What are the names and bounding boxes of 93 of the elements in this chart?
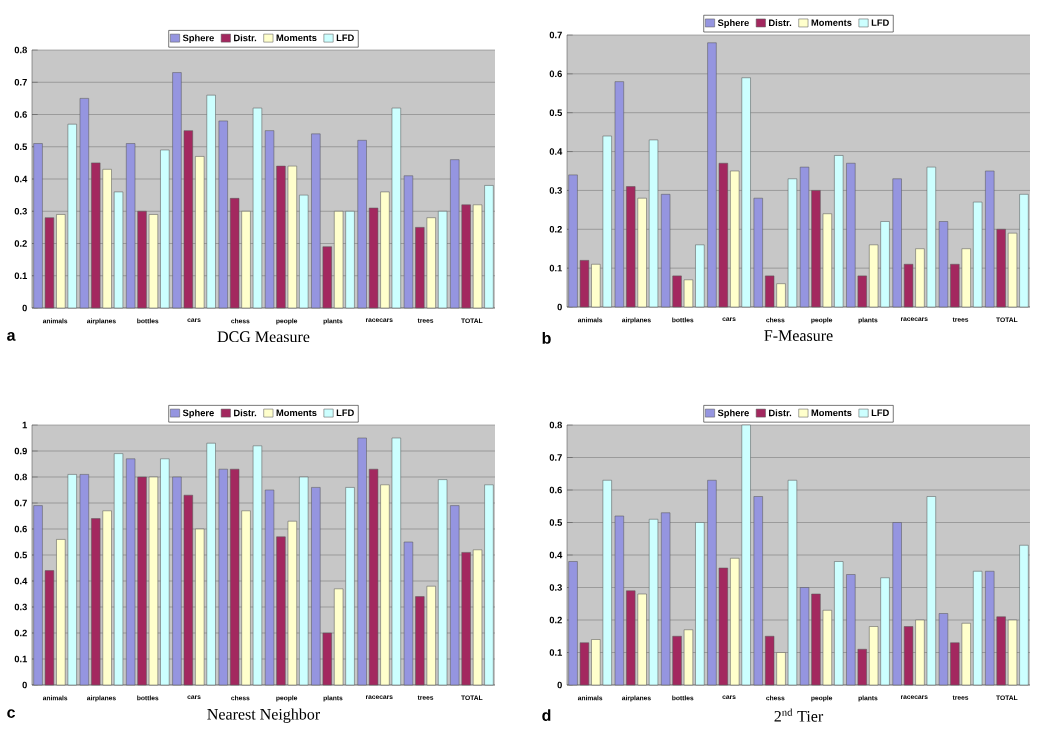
bar xyxy=(648,518,659,686)
bar xyxy=(357,437,367,686)
bar xyxy=(438,210,448,309)
bar xyxy=(79,98,89,309)
bar xyxy=(79,474,89,686)
y-tick-label: 0.7 xyxy=(549,31,562,39)
legend-label: LFD xyxy=(336,409,354,416)
y-tick-label: 0.6 xyxy=(549,70,562,78)
y-tick-label: 0.5 xyxy=(549,519,563,526)
bar xyxy=(218,120,228,309)
y-tick-label: 0.2 xyxy=(14,240,27,247)
y-tick-label: 1 xyxy=(22,421,28,429)
y-tick-label: 0.2 xyxy=(14,629,27,637)
y-tick-label: 0.4 xyxy=(14,175,28,183)
y-tick-label: 0.3 xyxy=(14,207,27,215)
legend-label: Moments xyxy=(276,409,317,417)
y-tick-label: 0.7 xyxy=(549,454,562,461)
y-tick-label: 0.5 xyxy=(14,143,28,151)
y-tick-label: 0.7 xyxy=(14,499,27,507)
bar xyxy=(160,458,170,686)
legend-label: Sphere xyxy=(182,409,214,419)
bar xyxy=(113,453,124,686)
bar xyxy=(614,515,624,686)
y-tick-label: 0.1 xyxy=(549,264,563,272)
y-tick-label: 0.1 xyxy=(14,272,28,280)
y-tick-label: 0.6 xyxy=(14,525,27,533)
bar xyxy=(834,561,844,686)
y-tick-label: 0.4 xyxy=(14,577,28,585)
text: d xyxy=(542,709,551,721)
bar xyxy=(403,175,414,309)
bar xyxy=(834,155,844,308)
bar xyxy=(938,613,949,686)
y-tick-label: 0.3 xyxy=(14,603,27,611)
bar xyxy=(299,194,309,309)
legend-label: Sphere xyxy=(717,19,749,28)
legend-label: Moments xyxy=(276,34,317,42)
legend-label: Distr. xyxy=(234,34,257,42)
y-tick-label: 0.4 xyxy=(549,148,563,155)
y-tick-label: 0 xyxy=(22,304,27,312)
legend-label: LFD xyxy=(871,19,889,26)
legend-label: Distr. xyxy=(234,409,257,417)
y-tick-label: 0 xyxy=(557,681,562,689)
bar xyxy=(218,468,228,686)
y-tick-label: 0.2 xyxy=(549,225,562,233)
bar xyxy=(695,522,705,686)
bar xyxy=(892,178,902,308)
bar xyxy=(973,201,983,308)
y-tick-label: 0.8 xyxy=(14,46,27,54)
y-tick-label: 0.6 xyxy=(549,486,562,494)
bar xyxy=(648,139,659,308)
y-tick-label: 0.3 xyxy=(549,187,562,194)
y-tick-label: 0.8 xyxy=(549,421,562,429)
y-tick-label: 0.5 xyxy=(549,109,563,117)
y-tick-label: 0.8 xyxy=(14,473,27,481)
y-tick-label: 0.2 xyxy=(549,616,562,624)
y-tick-label: 0.4 xyxy=(549,551,563,559)
text: DCG Measure xyxy=(217,331,310,343)
bar xyxy=(973,570,983,686)
bar xyxy=(299,476,309,686)
bar xyxy=(357,140,367,309)
text: Nearest Neighbor xyxy=(207,708,321,723)
text: a xyxy=(7,332,16,341)
legend-label: Moments xyxy=(811,409,852,417)
bar xyxy=(113,191,124,309)
text: c xyxy=(7,709,16,718)
legend-label: LFD xyxy=(871,409,889,416)
y-tick-label: 0.1 xyxy=(14,655,28,663)
bar xyxy=(753,496,763,686)
y-tick-label: 0.1 xyxy=(549,649,563,656)
y-tick-label: 0.6 xyxy=(14,111,27,118)
legend-label: Moments xyxy=(811,19,852,26)
bar xyxy=(938,221,949,308)
text: 2$^{nd}$ Tier xyxy=(774,708,824,722)
bar xyxy=(614,81,624,308)
bar xyxy=(403,541,414,686)
y-tick-label: 0.5 xyxy=(14,551,28,559)
y-tick-label: 0 xyxy=(557,303,562,311)
bar xyxy=(892,522,902,686)
y-tick-label: 0.3 xyxy=(549,584,562,591)
bar xyxy=(695,244,705,308)
text: F-Measure xyxy=(764,330,833,341)
y-tick-label: 0.7 xyxy=(14,78,27,86)
legend-label: Distr. xyxy=(769,409,792,417)
bar xyxy=(753,197,763,308)
bar xyxy=(160,149,170,309)
bar xyxy=(438,479,448,686)
legend-label: LFD xyxy=(336,34,354,41)
y-tick-label: 0.9 xyxy=(14,447,27,455)
legend-label: Sphere xyxy=(182,34,214,44)
text: b xyxy=(542,332,551,344)
y-tick-label: 0 xyxy=(22,681,27,689)
legend-label: Distr. xyxy=(769,19,792,27)
legend-label: Sphere xyxy=(717,409,749,419)
